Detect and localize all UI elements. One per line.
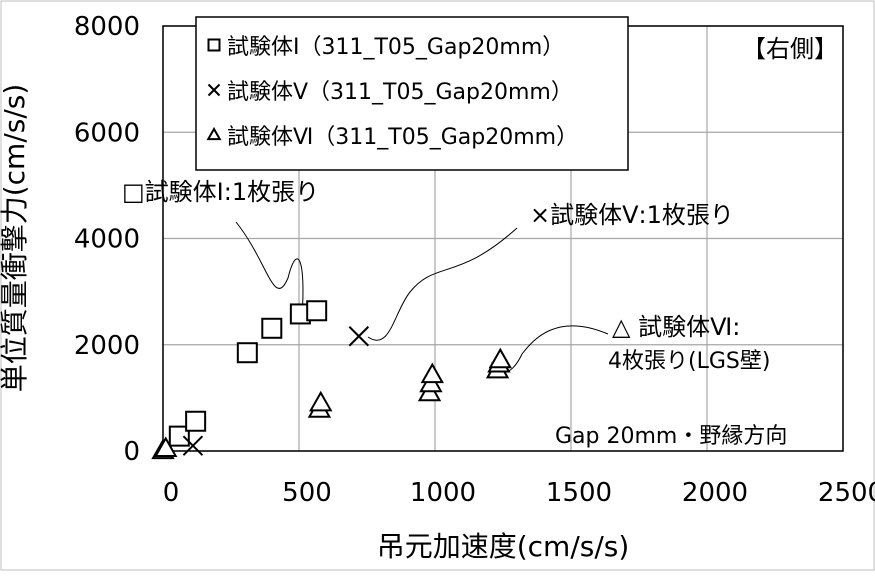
series3-point [420, 362, 444, 384]
y-tick-label: 8000 [74, 12, 140, 42]
series2-point [348, 326, 370, 347]
legend-label-2: 試験体Ⅴ（311_T05_Gap20mm） [227, 80, 573, 105]
side-label: 【右側】 [742, 35, 838, 63]
series3-point [154, 436, 178, 457]
series2-note-connector [367, 227, 518, 341]
series1-note-connector [235, 221, 304, 317]
series3-point [309, 390, 333, 412]
x-tick-label: 0 [163, 478, 180, 508]
series3-note-line1: △ 試験体Ⅵ: [612, 313, 740, 341]
y-tick-label: 6000 [74, 118, 140, 148]
legend-label-3: 試験体Ⅵ（311_T05_Gap20mm） [227, 125, 578, 150]
legend-label-1: 試験体Ⅰ（311_T05_Gap20mm） [227, 35, 564, 60]
x-tick-label: 1500 [546, 478, 612, 508]
series1-point [306, 300, 328, 322]
x-tick-label: 2500 [818, 478, 875, 508]
legend: 試験体Ⅰ（311_T05_Gap20mm） 試験体Ⅴ（311_T05_Gap20m… [195, 16, 629, 171]
x-tick-label: 500 [282, 478, 332, 508]
condition-label: Gap 20mm・野縁方向 [555, 424, 787, 449]
x-axis-title: 吊元加速度(cm/s/s) [377, 530, 630, 563]
series3-point [488, 347, 512, 369]
series2-note: ×試験体Ⅴ:1枚張り [530, 201, 734, 229]
y-axis-title: 単位質量衝撃力(cm/s/s) [0, 84, 31, 393]
legend-box [195, 16, 629, 171]
tick-label-layer: 0 2000 4000 6000 8000 0 500 1000 1500 2000 2500 [74, 12, 875, 508]
legend-marker-3 [206, 126, 222, 141]
series2-point [182, 435, 204, 456]
series1-note: □試験体Ⅰ:1枚張り [122, 178, 319, 206]
series3-note-line2: 4枚張り(LGS壁) [608, 349, 770, 374]
series1-point [185, 410, 207, 432]
series1-point [236, 342, 258, 364]
legend-marker-2 [207, 83, 221, 97]
x-tick-label: 1000 [410, 478, 476, 508]
legend-entries: 試験体Ⅰ（311_T05_Gap20mm） 試験体Ⅴ（311_T05_Gap20m… [206, 35, 578, 150]
legend-marker-1 [207, 38, 221, 52]
series1-point [261, 317, 283, 339]
data-points [151, 300, 512, 460]
y-tick-label: 0 [123, 437, 140, 467]
x-tick-label: 2000 [682, 478, 748, 508]
y-tick-label: 2000 [74, 331, 140, 361]
y-tick-label: 4000 [74, 225, 140, 255]
series1-point [168, 425, 190, 447]
